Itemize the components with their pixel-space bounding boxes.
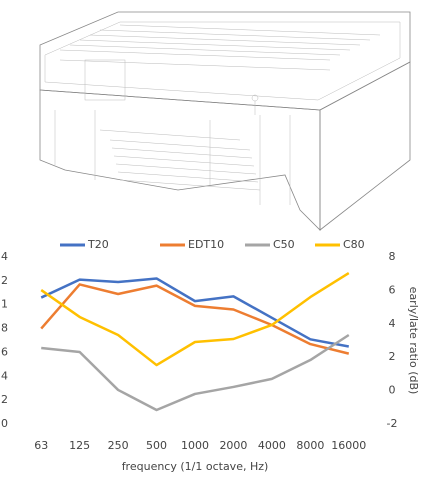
- series-line: [41, 278, 349, 346]
- series-line: [41, 335, 349, 410]
- y2-tick-label: 0: [389, 384, 396, 397]
- chart: 0 0.2 0.4 0.6 0.8 1 1.2 1.4 -2 0 2 4 6 8 early/late ra…: [0, 0, 423, 479]
- x-tick-label: 2000: [219, 439, 247, 452]
- x-axis-label: frequency (1/1 octave, Hz): [122, 460, 269, 473]
- legend-label: EDT10: [188, 238, 224, 251]
- y2-tick-label: 4: [389, 317, 396, 330]
- y-tick-label: 0.8: [0, 322, 8, 335]
- x-tick-label: 4000: [258, 439, 286, 452]
- x-tick-label: 8000: [296, 439, 324, 452]
- y-tick-label: 0.6: [0, 345, 8, 358]
- legend-label: C50: [273, 238, 295, 251]
- y2-tick-label: 2: [389, 350, 396, 363]
- y2-tick-label: -2: [387, 417, 398, 430]
- x-tick-label: 16000: [331, 439, 366, 452]
- y2-tick-label: 8: [389, 250, 396, 263]
- x-tick-label: 125: [69, 439, 90, 452]
- x-tick-label: 500: [146, 439, 167, 452]
- y-tick-label: 0.2: [0, 393, 8, 406]
- hall-rendering: [40, 12, 410, 230]
- x-tick-label: 63: [34, 439, 48, 452]
- y-tick-label: 0.4: [0, 369, 8, 382]
- y2-axis-label: early/late ratio (dB): [407, 287, 420, 395]
- y2-tick-label: 6: [389, 283, 396, 296]
- legend-label: T20: [87, 238, 109, 251]
- y-tick-label: 0: [1, 417, 8, 430]
- y-tick-label: 1.4: [0, 250, 8, 263]
- x-tick-label: 1000: [181, 439, 209, 452]
- y-tick-label: 1.2: [0, 274, 8, 287]
- x-tick-label: 250: [108, 439, 129, 452]
- y-tick-label: 1: [1, 298, 8, 311]
- page: 0 0.2 0.4 0.6 0.8 1 1.2 1.4 -2 0 2 4 6 8 early/late ra…: [0, 0, 423, 479]
- legend-label: C80: [343, 238, 365, 251]
